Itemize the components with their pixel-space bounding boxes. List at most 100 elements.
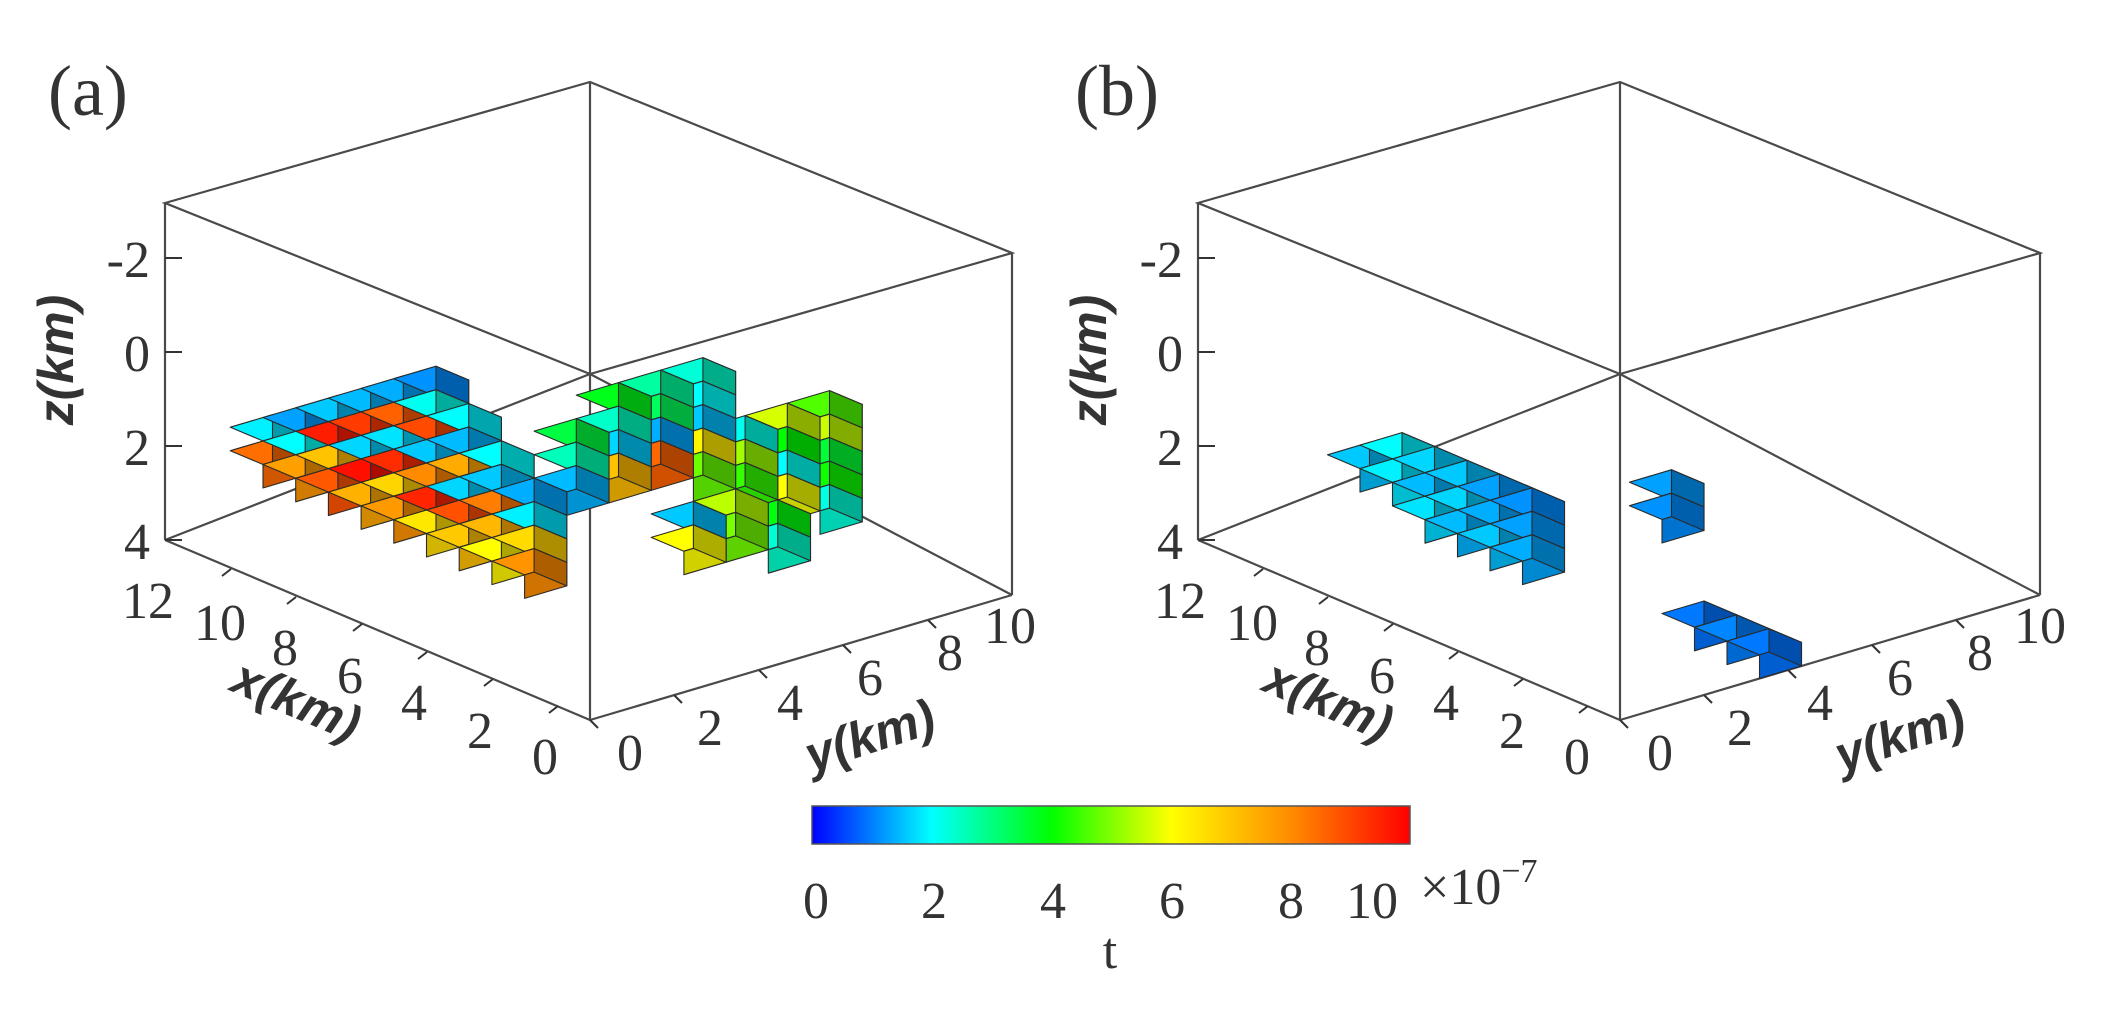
- y-tick-mark: [758, 669, 768, 679]
- y-tick-label: 8: [1967, 625, 1993, 682]
- z-axis-b: -2 0 2 4 z(km): [1061, 232, 1215, 571]
- z-tick-label: 0: [1157, 326, 1183, 383]
- z-tick-label: -2: [1140, 232, 1183, 289]
- colorbar-tick-label: 6: [1159, 873, 1185, 930]
- y-tick-label: 6: [1887, 650, 1913, 707]
- x-axis-a: 12 10 8 6 4 2 0 x(km): [122, 568, 559, 786]
- x-tick-mark: [1253, 568, 1264, 577]
- box-edge-mid-right: [1619, 373, 2041, 596]
- z-axis-label: z(km): [1061, 295, 1117, 427]
- colorbar-exponent: −7: [1501, 853, 1537, 890]
- x-tick-label: 6: [1369, 648, 1395, 705]
- y-tick-label: 0: [1647, 725, 1673, 782]
- x-tick-label: 2: [1499, 703, 1525, 760]
- z-axis-a: -2 0 2 4 z(km): [28, 232, 182, 571]
- voxel-right-face: [702, 451, 737, 490]
- y-tick-mark: [1619, 719, 1629, 729]
- voxel-group-a: [229, 357, 863, 599]
- colorbar-gradient: [811, 805, 1411, 845]
- y-tick-label: 4: [1807, 675, 1833, 732]
- x-tick-mark: [1318, 596, 1329, 605]
- voxel-right-face: [575, 465, 610, 504]
- box-top-face: [161, 80, 1016, 376]
- x-axis-b: 12 10 8 6 4 2 0 x(km): [1154, 568, 1590, 786]
- y-tick-mark: [673, 694, 683, 704]
- box-edge-bottom-left: [164, 538, 591, 722]
- y-tick-mark: [589, 719, 599, 729]
- voxel: [491, 548, 568, 599]
- y-tick-label: 10: [2014, 598, 2066, 655]
- box-edge-bottom-right: [1619, 593, 2041, 722]
- axes-box-b: [1194, 80, 2044, 722]
- colorbar-multiplier-base: ×10: [1420, 859, 1501, 916]
- voxel-right-face: [692, 524, 727, 563]
- voxel-right-face: [828, 484, 863, 523]
- y-tick-mark: [1787, 669, 1797, 679]
- voxel-right-face: [744, 462, 779, 501]
- voxel: [1726, 628, 1803, 679]
- z-tick-label: 2: [124, 420, 150, 477]
- colorbar-tick-label: 10: [1346, 873, 1398, 930]
- x-tick-label: 0: [1564, 729, 1590, 786]
- x-tick-label: 4: [401, 675, 427, 732]
- voxel: [650, 524, 727, 576]
- voxel: [1489, 534, 1566, 586]
- x-tick-mark: [286, 596, 297, 605]
- y-tick-label: 2: [1727, 700, 1753, 757]
- panel-label-a: (a): [48, 51, 128, 131]
- y-tick-mark: [1955, 619, 1965, 629]
- y-tick-mark: [927, 619, 937, 629]
- x-tick-mark: [221, 568, 232, 577]
- y-tick-mark: [1703, 694, 1713, 704]
- colorbar-tick-label: 8: [1278, 873, 1304, 930]
- x-tick-mark: [548, 705, 559, 714]
- x-tick-mark: [352, 623, 363, 632]
- x-tick-mark: [1578, 705, 1589, 714]
- z-tick-label: 2: [1157, 420, 1183, 477]
- y-axis-b: 0 2 4 6 8 10 y(km): [1619, 598, 2066, 784]
- box-edge-bottom-right: [589, 593, 1013, 722]
- z-tick-label: 4: [124, 514, 150, 571]
- z-tick-label: 0: [124, 326, 150, 383]
- colorbar-tick-label: 0: [803, 873, 829, 930]
- voxel-group-b: [1326, 432, 1803, 679]
- colorbar-tick-label: 2: [921, 873, 947, 930]
- x-tick-label: 4: [1433, 675, 1459, 732]
- voxel-right-face: [777, 522, 812, 562]
- x-tick-mark: [1383, 623, 1394, 632]
- y-tick-label: 10: [984, 598, 1036, 655]
- y-axis-a: 0 2 4 6 8 10 y(km): [589, 598, 1036, 784]
- voxel-right-face: [617, 452, 652, 491]
- voxel-right-face: [735, 511, 769, 551]
- colorbar-label: t: [1103, 923, 1118, 980]
- z-tick-label: 4: [1157, 514, 1183, 571]
- z-tick-label: -2: [107, 232, 150, 289]
- x-tick-label: 10: [1226, 595, 1278, 652]
- voxel-right-face: [1531, 534, 1566, 573]
- box-edge-bottom-left: [1197, 538, 1621, 722]
- x-tick-label: 0: [532, 729, 558, 786]
- panel-label-b: (b): [1075, 51, 1159, 131]
- voxel-right-face: [1670, 492, 1705, 532]
- y-tick-label: 0: [617, 725, 643, 782]
- axes-box-a: [161, 80, 1016, 722]
- y-tick-label: 6: [857, 650, 883, 707]
- x-tick-label: 8: [1304, 620, 1330, 677]
- x-tick-mark: [483, 678, 494, 687]
- y-tick-label: 2: [697, 700, 723, 757]
- y-tick-mark: [1871, 644, 1881, 654]
- colorbar-multiplier: ×10−7: [1420, 853, 1538, 916]
- y-tick-label: 4: [777, 675, 803, 732]
- voxel-right-face: [1768, 628, 1803, 667]
- voxel-right-face: [660, 440, 694, 479]
- x-tick-label: 2: [467, 703, 493, 760]
- x-tick-label: 12: [1154, 573, 1206, 630]
- colorbar: 0 2 4 6 8 10 ×10−7 t: [803, 805, 1538, 980]
- panel-b: (b) -2 0 2 4 z(km): [1061, 51, 2066, 786]
- panel-a: (a) -2 0 2 4 z(km): [28, 51, 1036, 786]
- x-tick-label: 6: [337, 648, 363, 705]
- x-tick-label: 8: [272, 620, 298, 677]
- y-tick-mark: [842, 644, 852, 654]
- voxel: [1628, 492, 1705, 544]
